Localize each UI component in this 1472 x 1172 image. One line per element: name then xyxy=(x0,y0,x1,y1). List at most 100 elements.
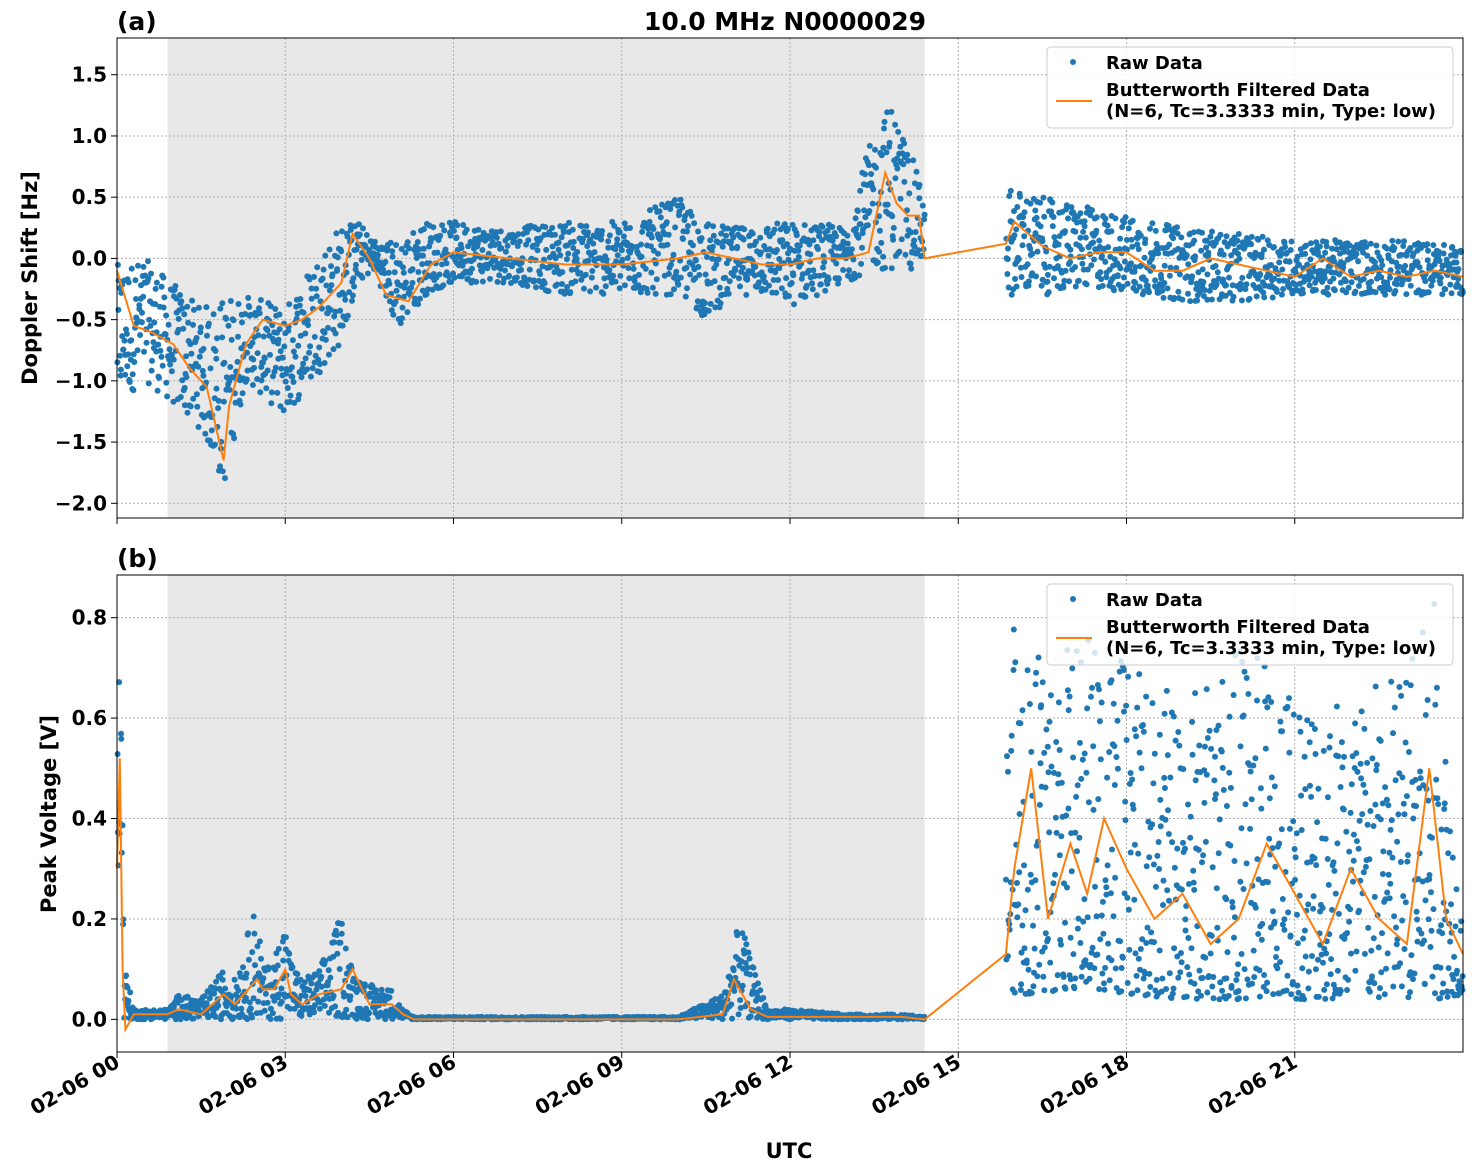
raw-data-point xyxy=(1244,976,1251,983)
raw-data-point xyxy=(1032,230,1039,237)
raw-data-point xyxy=(1329,906,1335,913)
raw-data-point xyxy=(1102,877,1109,884)
raw-data-point xyxy=(1368,947,1375,954)
raw-data-point xyxy=(638,253,645,260)
raw-data-point xyxy=(1151,750,1158,757)
raw-data-point xyxy=(190,1015,197,1022)
raw-data-point xyxy=(883,149,890,156)
raw-data-point xyxy=(650,247,657,254)
raw-data-point xyxy=(398,246,405,252)
raw-data-point xyxy=(230,1014,237,1021)
raw-data-point xyxy=(249,1014,255,1021)
raw-data-point xyxy=(179,377,186,384)
raw-data-point xyxy=(1339,764,1346,771)
raw-data-point xyxy=(663,219,670,226)
raw-data-point xyxy=(286,301,293,308)
raw-data-point xyxy=(1279,728,1286,735)
raw-data-point xyxy=(124,363,131,370)
raw-data-point xyxy=(570,245,577,251)
raw-data-point xyxy=(177,292,183,298)
raw-data-point xyxy=(1439,930,1446,937)
raw-data-point xyxy=(245,930,252,937)
raw-data-point xyxy=(1250,762,1257,769)
raw-data-point xyxy=(1379,930,1385,937)
raw-data-point xyxy=(652,290,659,297)
raw-data-point xyxy=(1399,917,1406,924)
raw-data-point xyxy=(1160,902,1166,908)
raw-data-point xyxy=(1224,949,1231,956)
raw-data-point xyxy=(1208,745,1215,752)
raw-data-point xyxy=(1121,258,1128,265)
raw-data-point xyxy=(1394,838,1401,845)
raw-data-point xyxy=(1273,288,1280,295)
raw-data-point xyxy=(1058,833,1065,840)
raw-data-point xyxy=(1444,988,1451,995)
raw-data-point xyxy=(1398,983,1405,990)
raw-data-point xyxy=(1250,947,1257,954)
raw-data-point xyxy=(1171,864,1178,871)
raw-data-point xyxy=(1392,777,1399,784)
raw-data-point xyxy=(1013,283,1020,290)
raw-data-point xyxy=(1201,743,1208,750)
raw-data-point xyxy=(750,964,757,971)
raw-data-point xyxy=(820,264,826,271)
raw-data-point xyxy=(1314,819,1321,826)
raw-data-point xyxy=(336,966,343,972)
raw-data-point xyxy=(124,984,131,991)
raw-data-point xyxy=(1422,897,1429,904)
raw-data-point xyxy=(121,337,128,344)
raw-data-point xyxy=(1323,981,1330,988)
raw-data-point xyxy=(1030,983,1037,990)
raw-data-point xyxy=(1164,752,1171,759)
raw-data-point xyxy=(1161,280,1168,286)
raw-data-point xyxy=(256,305,262,312)
panel-a-legend-box xyxy=(1046,46,1454,129)
raw-data-point xyxy=(1442,758,1449,765)
raw-data-point xyxy=(1030,922,1036,929)
raw-data-point xyxy=(1196,742,1203,749)
raw-data-point xyxy=(784,225,791,232)
raw-data-point xyxy=(284,385,291,391)
raw-data-point xyxy=(1369,973,1375,980)
raw-data-point xyxy=(1343,828,1350,835)
raw-data-point xyxy=(389,253,396,260)
raw-data-point xyxy=(1112,874,1119,881)
raw-data-point xyxy=(1435,801,1442,808)
raw-data-point xyxy=(1428,927,1435,934)
raw-data-point xyxy=(1025,966,1032,973)
raw-data-point xyxy=(1129,243,1136,250)
raw-data-point xyxy=(1175,974,1182,981)
raw-data-point xyxy=(1260,289,1267,296)
y-tick-label: 0.6 xyxy=(72,706,107,730)
raw-data-point xyxy=(1373,761,1380,768)
raw-data-point xyxy=(1362,789,1369,796)
raw-data-point xyxy=(1014,914,1021,921)
raw-data-point xyxy=(329,271,336,278)
x-tick-label: 02-06 06 xyxy=(362,1050,460,1120)
raw-data-point xyxy=(1148,929,1155,936)
raw-data-point xyxy=(1235,988,1242,994)
raw-data-point xyxy=(1206,727,1213,734)
raw-data-point xyxy=(1010,667,1017,673)
raw-data-point xyxy=(156,374,162,381)
raw-data-point xyxy=(1057,937,1064,943)
raw-data-point xyxy=(1414,938,1421,945)
raw-data-point xyxy=(552,255,559,262)
raw-data-point xyxy=(233,1005,240,1012)
raw-data-point xyxy=(302,993,309,999)
raw-data-point xyxy=(1102,215,1109,222)
raw-data-point xyxy=(172,283,179,289)
raw-data-point xyxy=(884,109,891,116)
raw-data-point xyxy=(1102,258,1109,265)
raw-data-point xyxy=(1247,768,1254,775)
raw-data-point xyxy=(729,245,736,252)
raw-data-point xyxy=(139,309,145,316)
raw-data-point xyxy=(1216,816,1223,823)
raw-data-point xyxy=(306,276,313,283)
raw-data-point xyxy=(1146,854,1153,861)
raw-data-point xyxy=(235,987,242,994)
raw-data-point xyxy=(419,261,426,268)
raw-data-point xyxy=(406,245,412,252)
raw-data-point xyxy=(289,373,296,380)
raw-data-point xyxy=(1207,950,1214,957)
